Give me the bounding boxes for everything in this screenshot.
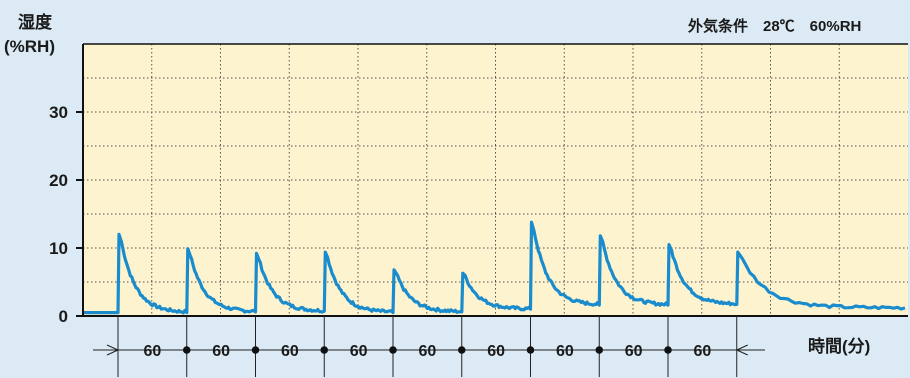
y-axis-label-line2: (%RH) [4, 37, 55, 56]
interval-label: 60 [212, 343, 230, 360]
interval-label: 60 [418, 343, 436, 360]
cycle-marker-dot [457, 346, 466, 354]
interval-label: 60 [143, 343, 161, 360]
y-tick-label: 0 [59, 307, 68, 326]
cycle-marker-dot [182, 346, 191, 354]
interval-label: 60 [350, 343, 368, 360]
cycle-marker-dot [526, 346, 535, 354]
dimension-arrow-right [736, 344, 748, 356]
interval-label: 60 [693, 343, 711, 360]
cycle-marker-dot [251, 346, 260, 354]
interval-label: 60 [487, 343, 505, 360]
cycle-marker-dot [664, 346, 672, 354]
y-tick-label: 10 [49, 239, 68, 258]
y-axis-label-line1: 湿度 [18, 13, 52, 32]
cycle-marker-dot [389, 346, 397, 354]
dimension-arrow-left [106, 344, 119, 356]
y-tick-label: 30 [49, 103, 68, 122]
humidity-series-line [84, 220, 906, 315]
interval-label: 60 [281, 343, 299, 360]
cycle-marker-dot [595, 346, 604, 354]
y-tick-label: 20 [49, 171, 68, 190]
cycle-marker-dot [320, 346, 329, 354]
x-axis-label: 時間(分) [808, 337, 871, 356]
interval-label: 60 [556, 343, 574, 360]
outdoor-condition-label: 外気条件 28℃ 60%RH [688, 18, 862, 35]
interval-label: 60 [625, 343, 643, 360]
